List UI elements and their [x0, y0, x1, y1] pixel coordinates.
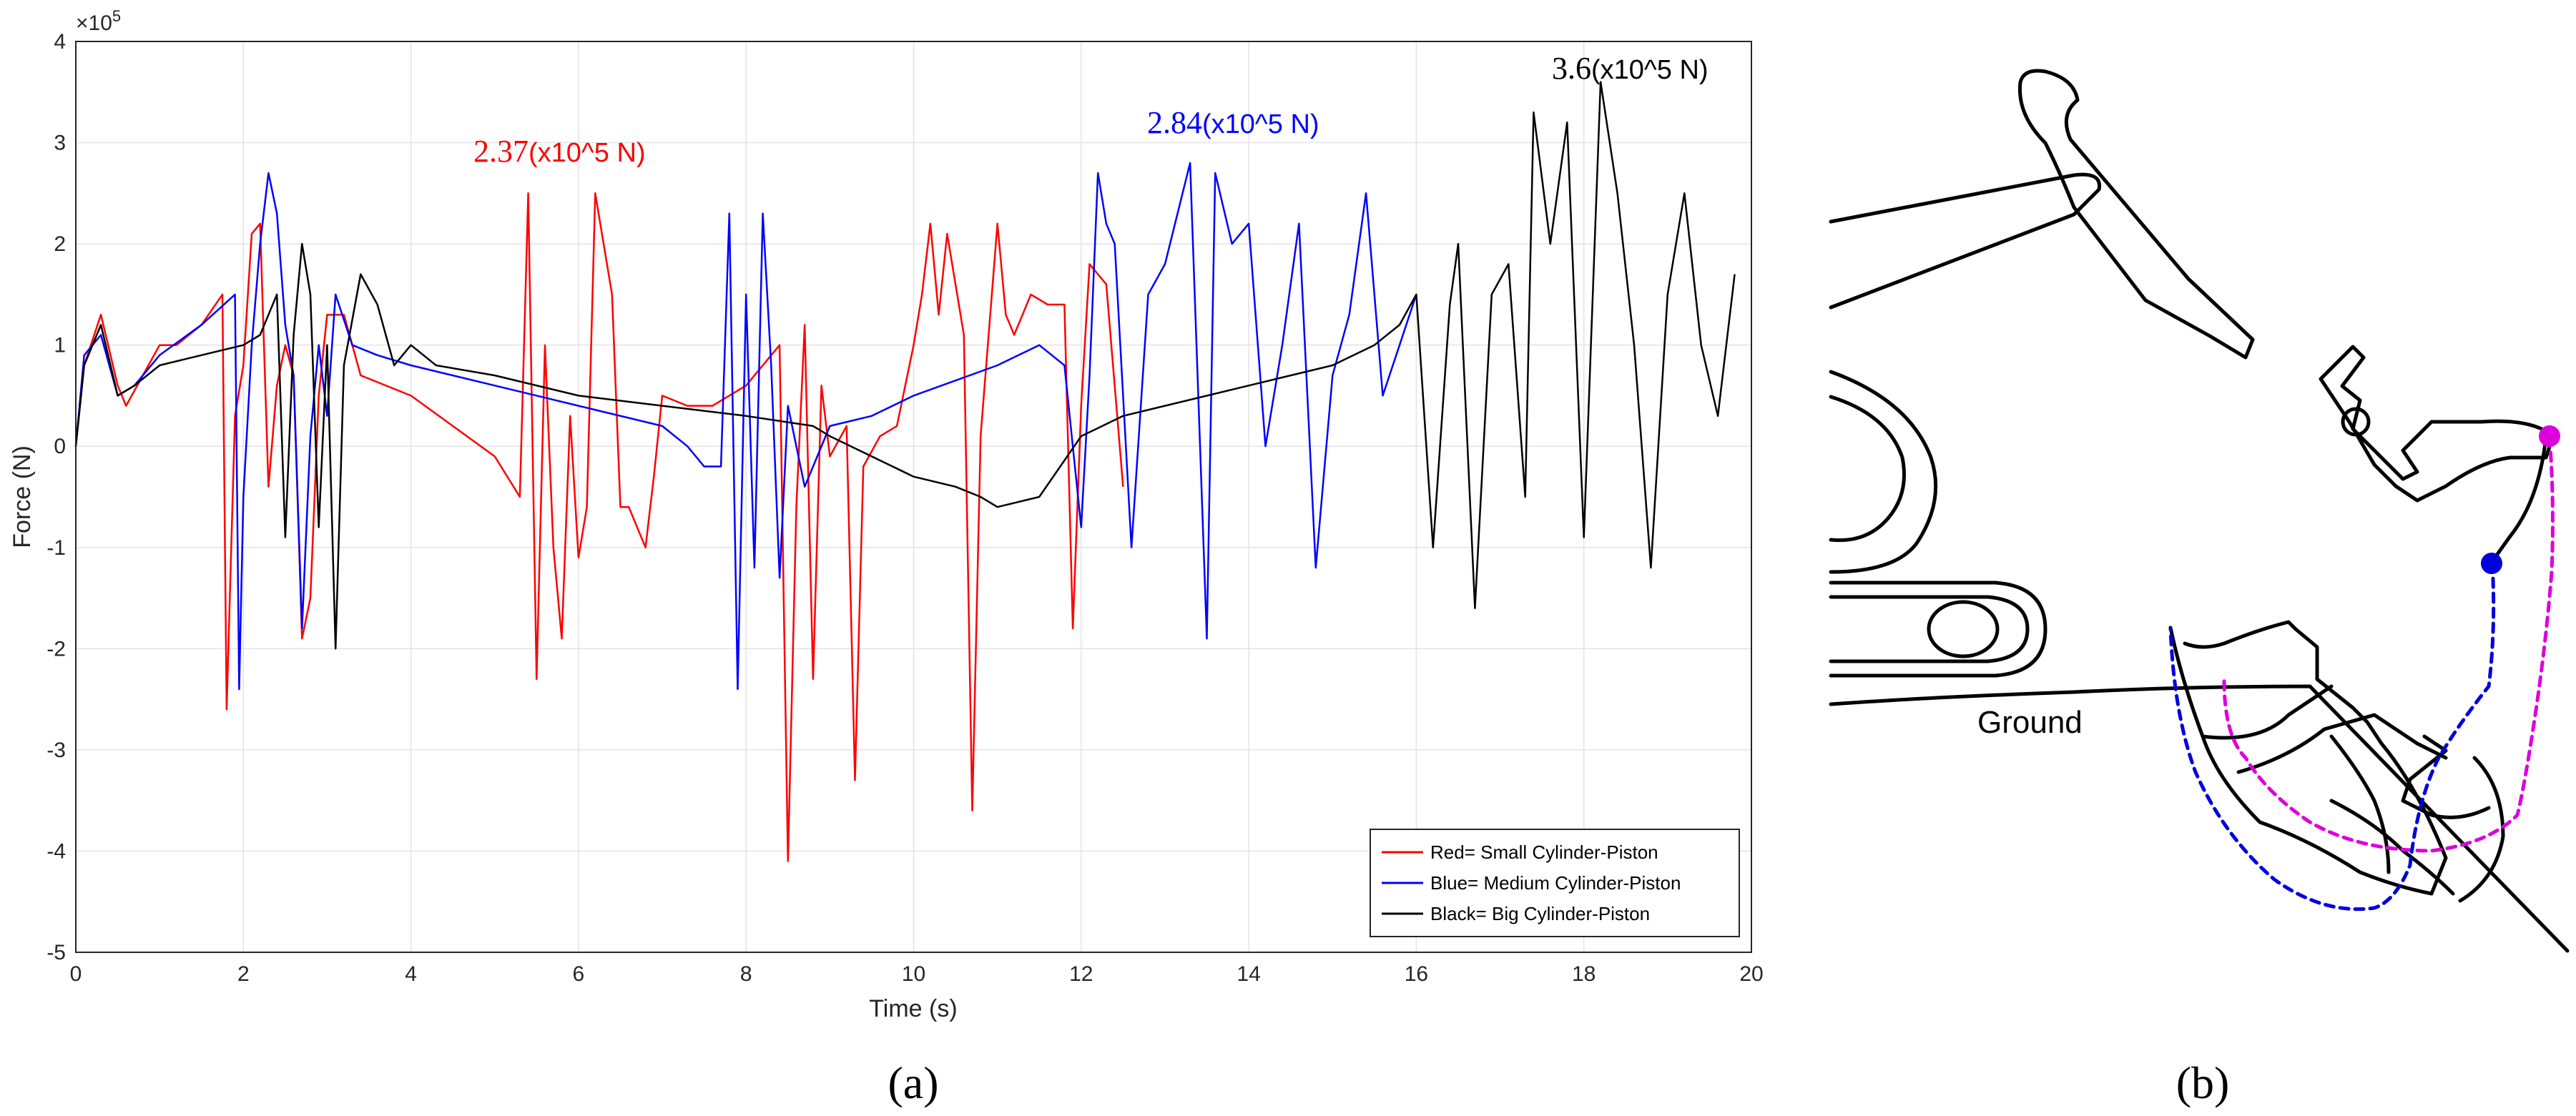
cab-crescent-outer — [1829, 370, 1938, 574]
pin-circle — [2341, 407, 2371, 437]
coupler-outline — [2319, 345, 2555, 503]
x-tick-labels: 0 2 4 6 8 10 12 14 16 18 20 — [70, 962, 1764, 986]
x-tick-label: 16 — [1405, 962, 1428, 986]
bucket-outline-1 — [2168, 620, 2448, 896]
series-line-blue — [74, 162, 1417, 691]
x-tick-label: 10 — [902, 962, 925, 986]
annotation-blue: 2.84(x10^5 N) — [1147, 105, 1319, 140]
bucket-outline-2 — [2201, 684, 2334, 740]
y-exponent-power: 5 — [112, 7, 121, 25]
y-tick-label: 4 — [54, 30, 66, 54]
legend-label-blue: Blue= Medium Cylinder-Piston — [1430, 872, 1681, 894]
blue-trajectory — [2168, 561, 2496, 912]
legend-label-red: Red= Small Cylinder-Piston — [1430, 841, 1658, 863]
x-tick-label: 18 — [1572, 962, 1596, 986]
annotation-black: 3.6(x10^5 N) — [1552, 51, 1709, 86]
track-inner — [1829, 595, 2030, 663]
legend: Red= Small Cylinder-Piston Blue= Medium … — [1370, 829, 1740, 937]
y-exponent-label: ×105 — [76, 7, 121, 35]
bucket-outline-3 — [2236, 713, 2448, 774]
plot-frame — [75, 41, 1752, 953]
boom-outline — [1829, 172, 2102, 310]
linkage-diagram — [1829, 69, 2570, 953]
y-tick-label: 0 — [54, 435, 66, 458]
annotation-red-value: 2.37 — [473, 134, 529, 169]
y-tick-label: -4 — [46, 839, 66, 863]
y-tick-label: 3 — [54, 132, 66, 155]
x-tick-label: 8 — [740, 962, 752, 986]
y-tick-label: -3 — [46, 739, 66, 762]
blue-point — [2481, 553, 2502, 574]
legend-label-black: Black= Big Cylinder-Piston — [1430, 903, 1650, 924]
annotation-black-unit: (x10^5 N) — [1591, 55, 1709, 85]
annotation-red: 2.37(x10^5 N) — [473, 134, 646, 169]
y-tick-labels: -5 -4 -3 -2 -1 0 1 2 3 4 — [46, 30, 66, 964]
series-line-black — [74, 81, 1736, 650]
y-tick-label: 2 — [54, 232, 66, 256]
track-outline — [1829, 581, 2047, 678]
annotation-black-value: 3.6 — [1552, 51, 1591, 86]
y-tick-label: -2 — [46, 637, 66, 661]
track-wheel — [1927, 600, 2000, 658]
link-arm — [2490, 435, 2548, 563]
ground-label: Ground — [1977, 705, 2083, 740]
y-tick-label: -1 — [46, 536, 66, 560]
legend-box — [1370, 829, 1740, 937]
y-exponent-base: ×10 — [76, 11, 112, 35]
bucket-outline-7 — [2458, 756, 2505, 903]
x-tick-label: 6 — [573, 962, 585, 986]
bucket-outline-5 — [2401, 734, 2491, 819]
y-tick-label: -5 — [46, 941, 66, 964]
x-tick-label: 14 — [1237, 962, 1260, 986]
panel-label-b: (b) — [2176, 1057, 2230, 1108]
y-tick-label: 1 — [54, 334, 66, 357]
ground-line — [1829, 684, 2570, 953]
x-tick-label: 12 — [1069, 962, 1093, 986]
x-tick-label: 4 — [405, 962, 417, 986]
annotation-blue-value: 2.84 — [1147, 105, 1202, 140]
magenta-trajectory — [2222, 435, 2555, 853]
series-layer — [74, 81, 1736, 862]
x-tick-label: 0 — [70, 962, 82, 986]
panel-label-a: (a) — [888, 1057, 938, 1108]
x-tick-label: 2 — [237, 962, 250, 986]
annotation-blue-unit: (x10^5 N) — [1202, 109, 1319, 139]
y-axis-label: Force (N) — [9, 445, 36, 548]
magenta-point — [2539, 425, 2560, 447]
x-axis-label: Time (s) — [869, 995, 957, 1022]
cab-crescent-inner — [1829, 395, 1906, 543]
annotation-red-unit: (x10^5 N) — [529, 138, 646, 168]
x-tick-label: 20 — [1739, 962, 1763, 986]
bucket-outline-4 — [2329, 734, 2391, 874]
stick-outline — [2017, 69, 2255, 360]
